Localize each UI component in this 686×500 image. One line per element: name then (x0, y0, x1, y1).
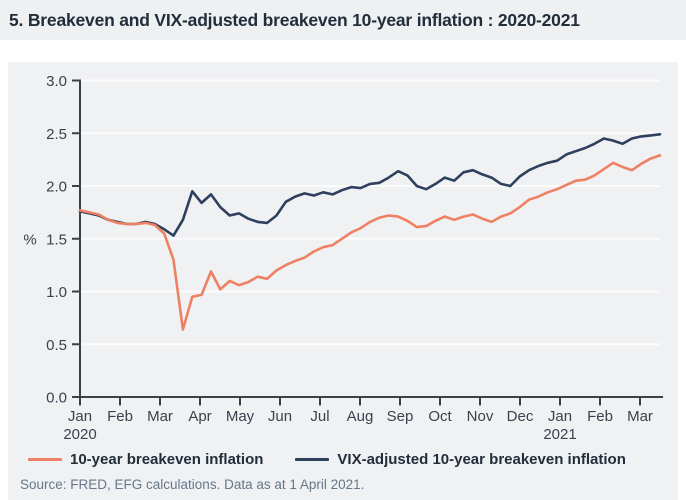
svg-text:Feb: Feb (587, 408, 613, 425)
svg-text:Dec: Dec (507, 408, 534, 425)
svg-text:Nov: Nov (467, 408, 494, 425)
svg-text:Apr: Apr (188, 408, 211, 425)
svg-text:May: May (226, 408, 255, 425)
svg-text:Mar: Mar (147, 408, 173, 425)
svg-text:%: % (23, 231, 36, 248)
breakeven-line-swatch (28, 458, 62, 461)
vix-adjusted-line-swatch (295, 458, 330, 461)
svg-text:1.5: 1.5 (46, 231, 67, 248)
svg-text:2021: 2021 (543, 426, 576, 443)
chart-title: 5. Breakeven and VIX-adjusted breakeven … (9, 10, 580, 30)
chart-legend: 10-year breakeven inflation VIX-adjusted… (28, 451, 626, 468)
svg-text:Aug: Aug (347, 408, 374, 425)
svg-text:Jan: Jan (68, 408, 92, 425)
legend-item-vix-adjusted: VIX-adjusted 10-year breakeven inflation (295, 451, 626, 468)
legend-label-vix-adjusted: VIX-adjusted 10-year breakeven inflation (337, 451, 626, 468)
svg-text:Oct: Oct (428, 408, 452, 425)
chart-title-bar: 5. Breakeven and VIX-adjusted breakeven … (0, 0, 686, 40)
svg-text:Jan: Jan (548, 408, 572, 425)
svg-text:Mar: Mar (627, 408, 653, 425)
svg-text:0.5: 0.5 (46, 337, 67, 354)
legend-label-breakeven: 10-year breakeven inflation (70, 451, 264, 468)
svg-text:1.0: 1.0 (46, 284, 67, 301)
svg-text:Jun: Jun (268, 408, 292, 425)
svg-text:3.0: 3.0 (46, 73, 67, 90)
svg-text:2.0: 2.0 (46, 179, 67, 196)
chart-panel: 0.0 0.5 1.0 1.5 2.0 2.5 3.0% Jan Feb Mar Apr May Jun… (8, 62, 678, 500)
source-note: Source: FRED, EFG calculations. Data as … (20, 477, 365, 492)
svg-text:2.5: 2.5 (46, 126, 67, 143)
svg-text:0.0: 0.0 (46, 390, 67, 407)
svg-text:Feb: Feb (107, 408, 133, 425)
svg-text:Jul: Jul (310, 408, 329, 425)
svg-text:Sep: Sep (387, 408, 414, 425)
breakeven-line-chart: 0.0 0.5 1.0 1.5 2.0 2.5 3.0% Jan Feb Mar Apr May Jun… (23, 73, 663, 443)
legend-item-breakeven: 10-year breakeven inflation (28, 451, 263, 468)
svg-text:2020: 2020 (63, 426, 96, 443)
